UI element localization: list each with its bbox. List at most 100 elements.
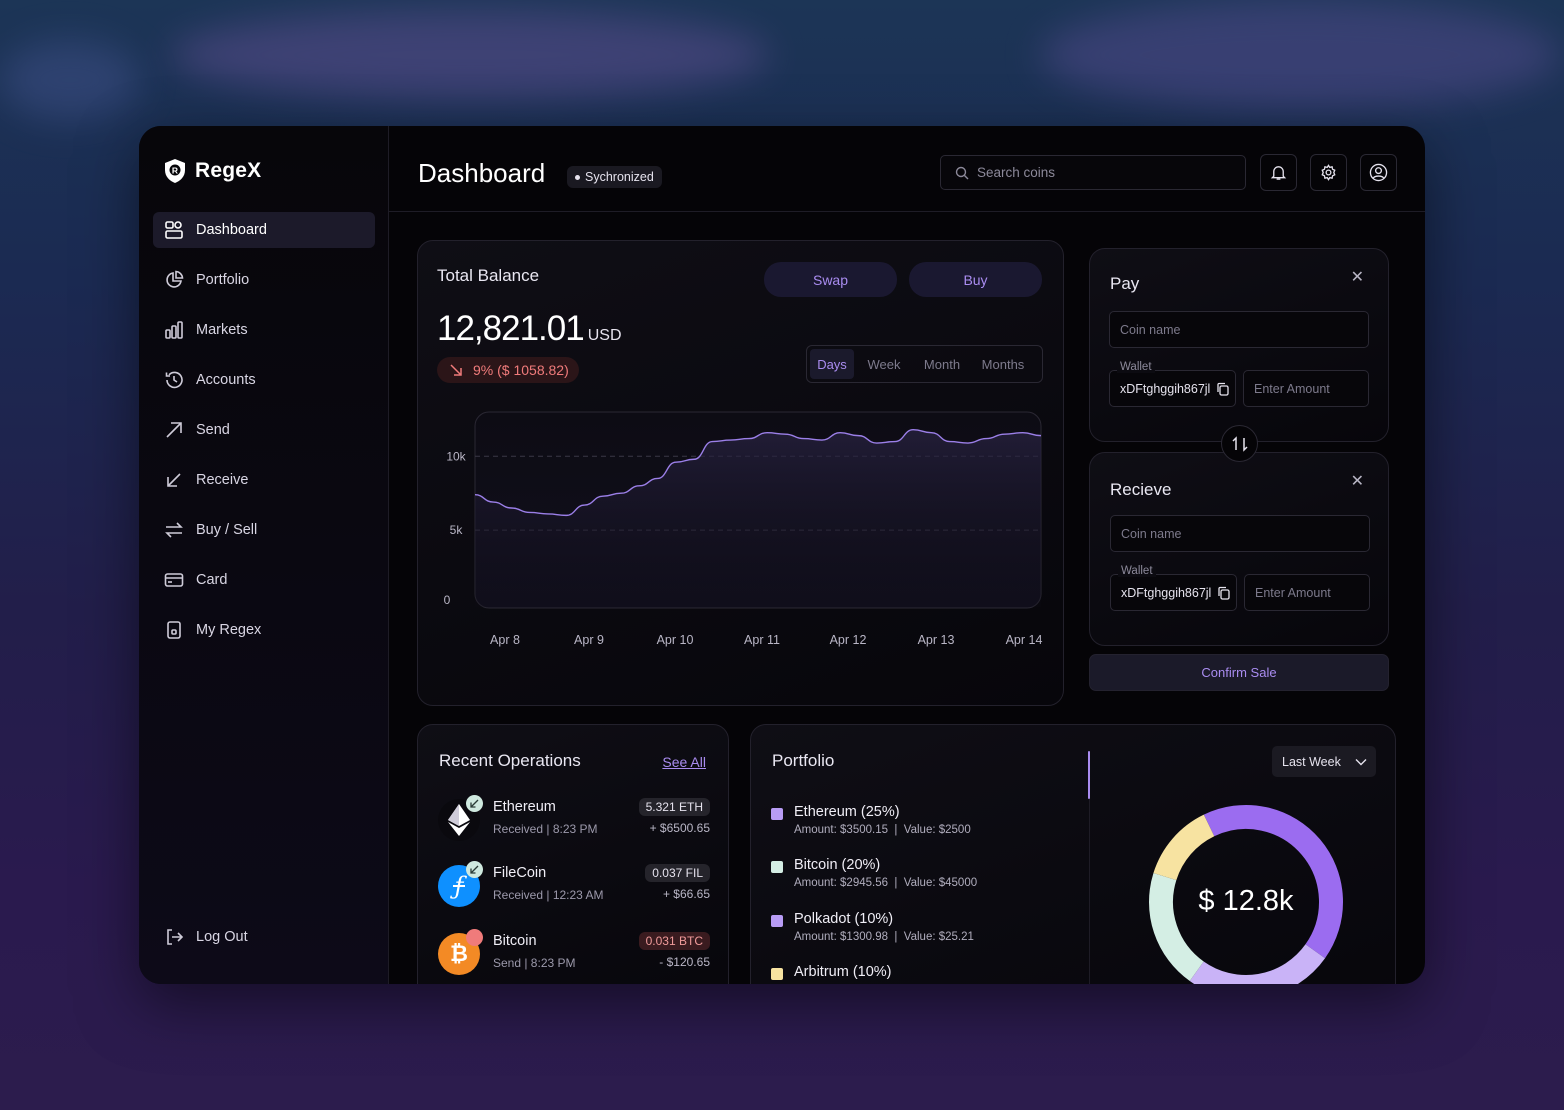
period-month[interactable]: Month bbox=[923, 356, 961, 372]
arrow-up-right-icon bbox=[166, 422, 182, 438]
operation-row[interactable]: ₿ Bitcoin Send | 8:23 PM 0.031 BTC - $12… bbox=[438, 929, 710, 979]
total-balance-card: Total Balance Swap Buy 12,821.01 USD 9% (… bbox=[417, 240, 1064, 706]
arrow-down-left-icon bbox=[167, 473, 181, 487]
pay-card: Pay ✕ Coin name xDFtghggih867jl Wallet E… bbox=[1089, 248, 1389, 442]
period-months[interactable]: Months bbox=[981, 356, 1025, 372]
x-tick-label: Apr 10 bbox=[657, 633, 694, 647]
sidebar-item-accounts[interactable]: Accounts bbox=[153, 362, 375, 398]
operation-row[interactable]: ƒ FileCoin Received | 12:23 AM 0.037 FIL… bbox=[438, 861, 710, 911]
operation-name: Bitcoin bbox=[493, 933, 537, 949]
shield-logo-icon: R bbox=[165, 159, 185, 183]
receive-amount-input[interactable]: Enter Amount bbox=[1244, 574, 1370, 611]
sidebar-item-receive[interactable]: Receive bbox=[153, 462, 375, 498]
app-window: R RegeX Dashboard Portfolio Markets Acco… bbox=[139, 126, 1425, 984]
copy-icon[interactable] bbox=[1216, 382, 1229, 396]
donut-segment bbox=[1153, 814, 1215, 881]
pay-coin-input[interactable]: Coin name bbox=[1109, 311, 1369, 348]
logout-icon bbox=[167, 929, 184, 945]
y-tick-label: 10k bbox=[446, 449, 466, 463]
sidebar-item-label: Card bbox=[196, 572, 228, 588]
period-week[interactable]: Week bbox=[867, 356, 901, 372]
confirm-sale-button[interactable]: Confirm Sale bbox=[1089, 654, 1389, 691]
user-circle-icon bbox=[1369, 163, 1388, 182]
swap-vertical-icon bbox=[1231, 435, 1248, 452]
balance-change: 9% ($ 1058.82) bbox=[473, 362, 569, 378]
y-tick-label: 0 bbox=[444, 593, 451, 607]
sidebar-item-buy-sell[interactable]: Buy / Sell bbox=[153, 512, 375, 548]
search-box[interactable] bbox=[940, 155, 1246, 190]
sidebar-item-label: Accounts bbox=[196, 372, 256, 388]
swap-arrows-icon bbox=[165, 522, 183, 538]
sidebar-item-dashboard[interactable]: Dashboard bbox=[153, 212, 375, 248]
sidebar-item-markets[interactable]: Markets bbox=[153, 312, 375, 348]
operation-name: Ethereum bbox=[493, 799, 556, 815]
sidebar: R RegeX Dashboard Portfolio Markets Acco… bbox=[139, 126, 389, 984]
page-title: Dashboard bbox=[418, 158, 546, 188]
operation-meta: Received | 8:23 PM bbox=[493, 822, 598, 836]
notifications-button[interactable] bbox=[1260, 154, 1297, 191]
operations-title: Recent Operations bbox=[439, 751, 581, 770]
sidebar-item-label: Receive bbox=[196, 472, 249, 488]
copy-icon[interactable] bbox=[1217, 586, 1230, 600]
credit-card-icon bbox=[164, 573, 184, 587]
portfolio-item-meta: Amount: $2945.56 | Value: $45000 bbox=[794, 877, 978, 889]
close-icon[interactable]: ✕ bbox=[1350, 269, 1364, 286]
gear-icon bbox=[1321, 164, 1336, 181]
svg-text:R: R bbox=[172, 166, 178, 176]
bar-chart-icon bbox=[165, 321, 183, 339]
buy-button[interactable]: Buy bbox=[909, 262, 1042, 297]
sidebar-item-label: Markets bbox=[196, 322, 248, 338]
portfolio-item-name: Arbitrum (10%) bbox=[794, 964, 892, 980]
x-tick-label: Apr 13 bbox=[918, 633, 955, 647]
logo[interactable]: R RegeX bbox=[163, 158, 261, 184]
donut-segment bbox=[1203, 805, 1343, 959]
pay-wallet-field[interactable]: xDFtghggih867jl bbox=[1109, 370, 1236, 407]
balance-change-badge: 9% ($ 1058.82) bbox=[437, 357, 579, 383]
portfolio-card: Portfolio Ethereum (25%) Amount: $3500.1… bbox=[750, 724, 1396, 984]
sidebar-item-send[interactable]: Send bbox=[153, 412, 375, 448]
sidebar-item-card[interactable]: Card bbox=[153, 562, 375, 598]
period-dropdown[interactable]: Last Week bbox=[1272, 746, 1376, 777]
search-icon bbox=[955, 166, 969, 179]
receive-card: Recieve ✕ Coin name xDFtghggih867jl Wall… bbox=[1089, 452, 1389, 646]
period-days[interactable]: Days bbox=[810, 349, 854, 379]
pay-wallet-value: xDFtghggih867jl bbox=[1120, 381, 1211, 396]
receive-wallet-label: Wallet bbox=[1118, 565, 1156, 577]
pay-amount-input[interactable]: Enter Amount bbox=[1243, 370, 1369, 407]
sidebar-item-portfolio[interactable]: Portfolio bbox=[153, 262, 375, 298]
status-badge: Sychronized bbox=[567, 166, 662, 188]
see-all-link[interactable]: See All bbox=[662, 754, 706, 770]
swap-direction-button[interactable] bbox=[1221, 425, 1258, 462]
legend-swatch bbox=[771, 915, 783, 927]
chevron-down-icon bbox=[1355, 758, 1367, 765]
portfolio-donut bbox=[1149, 805, 1343, 984]
operation-row[interactable]: Ethereum Received | 8:23 PM 5.321 ETH + … bbox=[438, 795, 710, 845]
x-tick-label: Apr 14 bbox=[1006, 633, 1043, 647]
bitcoin-icon: ₿ bbox=[438, 933, 480, 975]
receive-coin-input[interactable]: Coin name bbox=[1110, 515, 1370, 552]
search-input[interactable] bbox=[977, 165, 1227, 180]
balance-chart: 10k 5k 0 Apr 8 Apr 9 Apr 10 Apr 11 Apr 12 Apr 1… bbox=[444, 411, 1043, 647]
sent-indicator-icon bbox=[466, 929, 483, 946]
close-icon[interactable]: ✕ bbox=[1350, 473, 1364, 490]
sidebar-item-label: Dashboard bbox=[196, 222, 267, 238]
period-selector: Days Week Month Months bbox=[806, 345, 1043, 383]
portfolio-total: $ 12.8k bbox=[1198, 885, 1294, 917]
sidebar-item-my-regex[interactable]: My Regex bbox=[153, 612, 375, 648]
settings-button[interactable] bbox=[1310, 154, 1347, 191]
legend-swatch bbox=[771, 808, 783, 820]
divider bbox=[1089, 799, 1090, 984]
balance-amount: 12,821.01 USD bbox=[437, 309, 622, 348]
receive-wallet-field[interactable]: xDFtghggih867jl bbox=[1110, 574, 1237, 611]
logout-button[interactable]: Log Out bbox=[153, 919, 375, 955]
operation-usd: + $6500.65 bbox=[649, 821, 710, 835]
swap-button[interactable]: Swap bbox=[764, 262, 897, 297]
scrollbar-thumb[interactable] bbox=[1088, 751, 1090, 799]
profile-button[interactable] bbox=[1360, 154, 1397, 191]
donut-segment bbox=[1149, 872, 1205, 982]
operation-amount: 5.321 ETH bbox=[638, 798, 710, 816]
logout-label: Log Out bbox=[196, 929, 248, 945]
legend-swatch bbox=[771, 968, 783, 980]
pay-wallet-label: Wallet bbox=[1117, 361, 1155, 373]
donut-segment bbox=[1189, 943, 1326, 984]
